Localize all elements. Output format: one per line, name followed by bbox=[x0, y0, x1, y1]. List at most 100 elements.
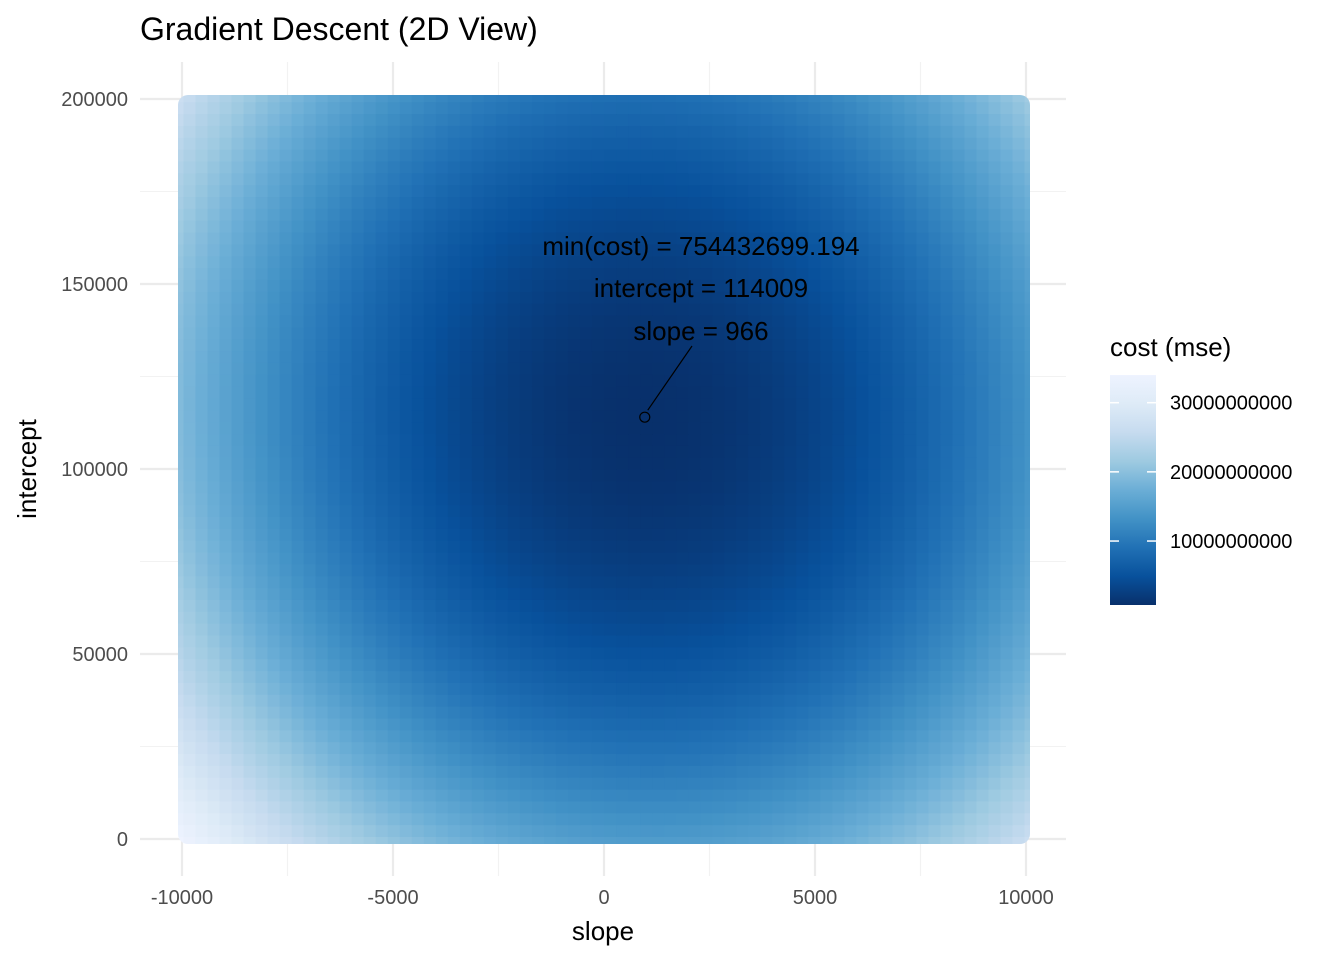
heatmap-cell bbox=[820, 255, 833, 269]
heatmap-cell bbox=[748, 160, 761, 174]
heatmap-cell bbox=[892, 753, 905, 766]
heatmap-cell bbox=[712, 350, 725, 363]
heatmap-cell bbox=[183, 670, 197, 683]
heatmap-cell bbox=[531, 800, 545, 814]
heatmap-cell bbox=[279, 279, 293, 292]
heatmap-cell bbox=[604, 741, 617, 755]
heatmap-cell bbox=[207, 551, 221, 565]
heatmap-cell bbox=[495, 575, 509, 589]
heatmap-cell bbox=[928, 753, 942, 766]
heatmap-cell bbox=[363, 682, 377, 695]
heatmap-cell bbox=[844, 386, 857, 399]
heatmap-cell bbox=[459, 291, 473, 304]
heatmap-cell bbox=[303, 137, 317, 150]
heatmap-cell bbox=[988, 350, 1002, 363]
heatmap-cell bbox=[604, 196, 617, 209]
heatmap-cell bbox=[591, 623, 605, 636]
heatmap-cell bbox=[1012, 172, 1026, 186]
heatmap-cell bbox=[291, 492, 305, 506]
heatmap-cell bbox=[567, 836, 581, 844]
heatmap-cell bbox=[844, 160, 857, 174]
heatmap-cell bbox=[303, 326, 317, 340]
heatmap-cell bbox=[856, 682, 869, 695]
heatmap-cell bbox=[940, 338, 954, 352]
heatmap-cell bbox=[567, 113, 581, 126]
heatmap-cell bbox=[640, 717, 653, 731]
heatmap-cell bbox=[952, 196, 966, 209]
heatmap-cell bbox=[231, 457, 245, 470]
heatmap-cell bbox=[772, 670, 785, 683]
heatmap-cell bbox=[928, 243, 942, 257]
heatmap-cell bbox=[178, 101, 185, 115]
heatmap-cell bbox=[483, 220, 497, 233]
heatmap-cell bbox=[640, 528, 653, 541]
heatmap-cell bbox=[411, 421, 425, 435]
heatmap-cell bbox=[676, 658, 689, 672]
heatmap-cell bbox=[772, 101, 785, 115]
heatmap-cell bbox=[748, 267, 761, 280]
heatmap-cell bbox=[928, 184, 942, 198]
heatmap-cell bbox=[579, 706, 593, 719]
heatmap-cell bbox=[1012, 504, 1026, 517]
heatmap-cell bbox=[1024, 149, 1030, 162]
heatmap-cell bbox=[183, 362, 197, 375]
heatmap-cell bbox=[808, 433, 821, 446]
heatmap-cell bbox=[868, 706, 881, 719]
heatmap-cell bbox=[279, 824, 293, 837]
heatmap-cell bbox=[267, 469, 281, 482]
heatmap-cell bbox=[411, 231, 425, 245]
heatmap-cell bbox=[868, 326, 881, 340]
heatmap-cell bbox=[327, 753, 341, 766]
heatmap-cell bbox=[712, 267, 725, 280]
heatmap-cell bbox=[363, 314, 377, 328]
heatmap-cell bbox=[207, 623, 221, 636]
heatmap-cell bbox=[243, 575, 257, 589]
heatmap-cell bbox=[351, 125, 365, 138]
heatmap-cell bbox=[411, 326, 425, 340]
heatmap-cell bbox=[519, 492, 533, 506]
heatmap-cell bbox=[964, 326, 978, 340]
heatmap-cell bbox=[555, 113, 569, 126]
heatmap-cell bbox=[820, 113, 833, 126]
heatmap-cell bbox=[868, 611, 881, 624]
heatmap-cell bbox=[868, 386, 881, 399]
heatmap-cell bbox=[519, 172, 533, 186]
heatmap-cell bbox=[748, 386, 761, 399]
heatmap-cell bbox=[604, 540, 617, 553]
heatmap-cell bbox=[243, 658, 257, 672]
heatmap-cell bbox=[916, 184, 930, 198]
heatmap-cell bbox=[291, 409, 305, 423]
heatmap-cell bbox=[808, 658, 821, 672]
heatmap-cell bbox=[183, 646, 197, 660]
heatmap-cell bbox=[628, 362, 641, 375]
heatmap-cell bbox=[844, 480, 857, 494]
heatmap-cell bbox=[339, 303, 353, 316]
heatmap-cell bbox=[327, 338, 341, 352]
heatmap-cell bbox=[748, 421, 761, 435]
heatmap-cell bbox=[712, 611, 725, 624]
heatmap-cell bbox=[688, 741, 701, 755]
heatmap-cell bbox=[399, 540, 413, 553]
heatmap-cell bbox=[423, 788, 437, 802]
heatmap-cell bbox=[495, 279, 509, 292]
heatmap-cell bbox=[616, 788, 629, 802]
heatmap-cell bbox=[459, 445, 473, 458]
heatmap-cell bbox=[591, 409, 605, 423]
heatmap-cell bbox=[183, 753, 197, 766]
legend-tick-label: 10000000000 bbox=[1170, 531, 1292, 553]
heatmap-cell bbox=[880, 220, 893, 233]
heatmap-cell bbox=[231, 125, 245, 138]
heatmap-cell bbox=[1024, 634, 1030, 648]
heatmap-cell bbox=[748, 350, 761, 363]
heatmap-cell bbox=[507, 824, 521, 837]
heatmap-cell bbox=[531, 717, 545, 731]
heatmap-cell bbox=[664, 350, 677, 363]
heatmap-cell bbox=[255, 350, 269, 363]
heatmap-cell bbox=[784, 374, 797, 387]
heatmap-cell bbox=[784, 634, 797, 648]
heatmap-cell bbox=[820, 125, 833, 138]
heatmap-cell bbox=[796, 599, 809, 612]
heatmap-cell bbox=[700, 777, 713, 790]
heatmap-cell bbox=[291, 800, 305, 814]
heatmap-cell bbox=[640, 125, 653, 138]
